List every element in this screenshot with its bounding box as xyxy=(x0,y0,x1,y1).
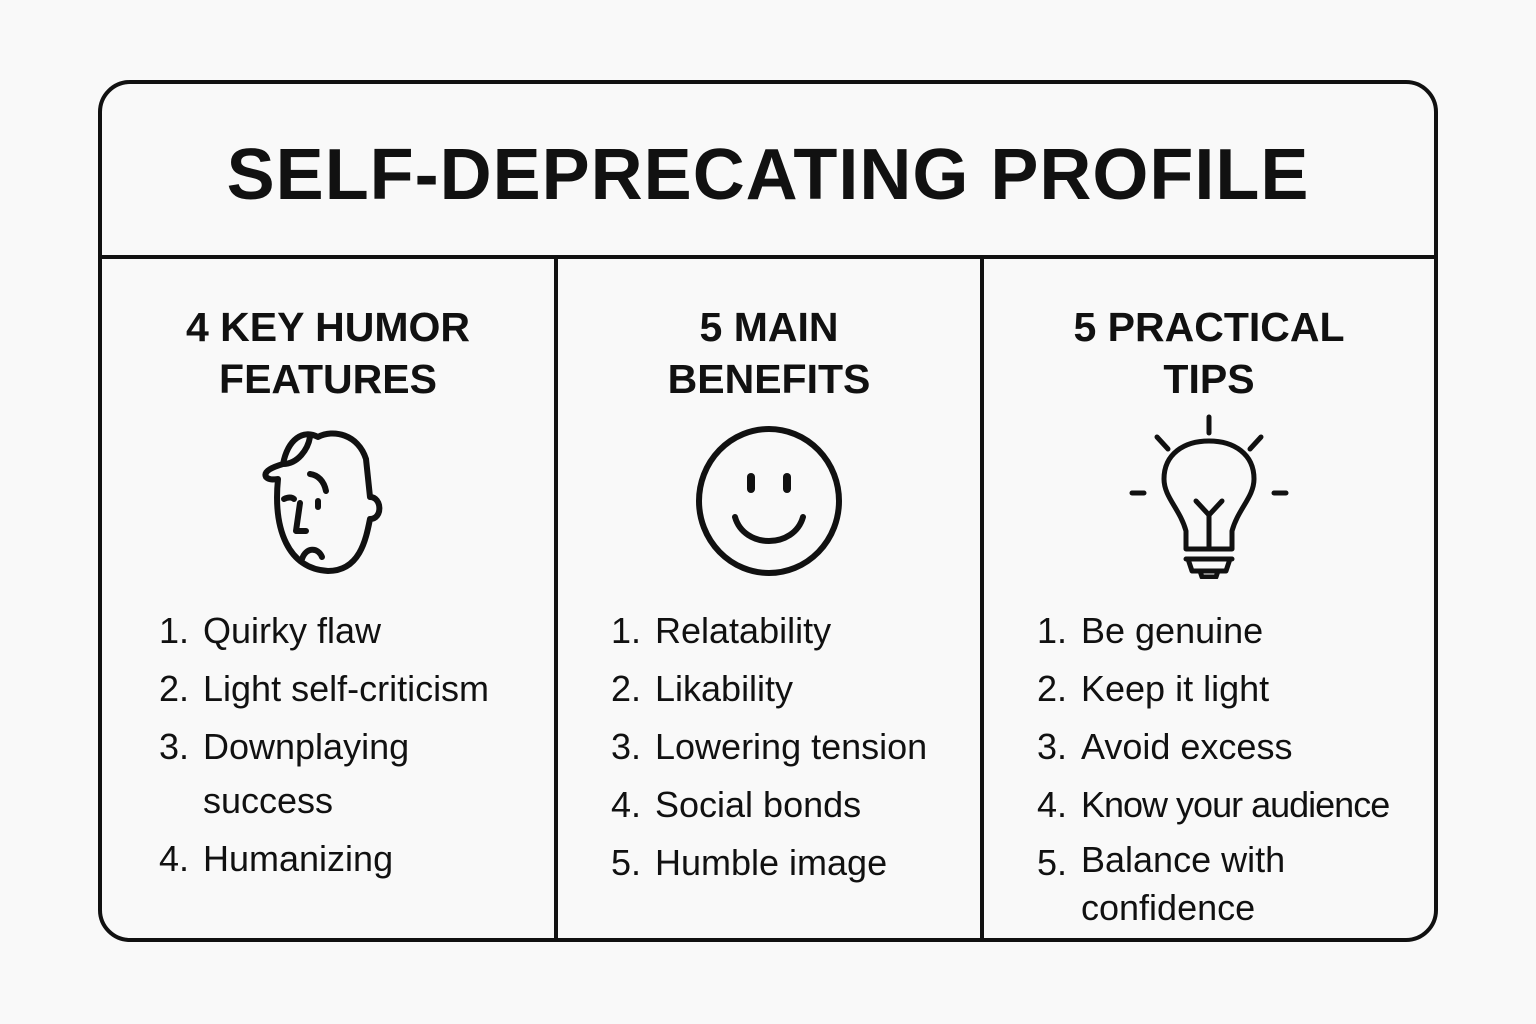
list-item: 5. Balance with confidence xyxy=(1037,839,1286,928)
list-item: 3. Lowering tension xyxy=(611,726,928,767)
list-item: 1. Relatability xyxy=(611,610,832,651)
benefit-list: 1. Relatability 2. Likability 3. Lowering t… xyxy=(611,604,927,894)
column-divider xyxy=(554,259,558,938)
list-item: 5. Humble image xyxy=(611,842,888,883)
list-item: 2. Likability xyxy=(611,668,794,709)
list-item: 4. Know your audience xyxy=(1037,784,1390,825)
smiley-face-icon xyxy=(696,426,842,576)
list-item: 1. Quirky flaw xyxy=(159,610,382,651)
sad-face-person-icon xyxy=(262,430,383,574)
list-item: 2. Keep it light xyxy=(1037,668,1270,709)
profile-card: SELF-DEPRECATING PROFILE 4 KEY HUMOR FEA… xyxy=(98,80,1438,942)
tip-list: 1. Be genuine 2. Keep it light 3. Avoid exc… xyxy=(1037,604,1390,936)
list-item: 3. Downplaying success xyxy=(159,726,410,821)
column-tips: 5 PRACTICAL TIPS 1. Be genuine 2. Keep it … xyxy=(984,259,1434,938)
column-heading: 4 KEY HUMOR FEATURES xyxy=(185,304,471,402)
list-item: 4. Humanizing xyxy=(159,838,394,879)
list-item: 3. Avoid excess xyxy=(1037,726,1293,767)
feature-list: 1. Quirky flaw 2. Light self-criticism 3. D… xyxy=(159,604,489,890)
column-heading: 5 PRACTICAL TIPS xyxy=(1073,304,1345,402)
column-heading: 5 MAIN BENEFITS xyxy=(667,304,871,402)
column-divider xyxy=(980,259,984,938)
page-title: SELF-DEPRECATING PROFILE xyxy=(226,135,1310,215)
column-humor-features: 4 KEY HUMOR FEATURES 1. Quirky flaw 2. Lig… xyxy=(102,259,554,938)
list-item: 4. Social bonds xyxy=(611,784,862,825)
header-divider xyxy=(102,255,1434,259)
lightbulb-icon xyxy=(1129,414,1289,579)
list-item: 2. Light self-criticism xyxy=(159,668,490,709)
list-item: 1. Be genuine xyxy=(1037,610,1264,651)
column-benefits: 5 MAIN BENEFITS 1. Relatability 2. Likabil… xyxy=(558,259,980,938)
